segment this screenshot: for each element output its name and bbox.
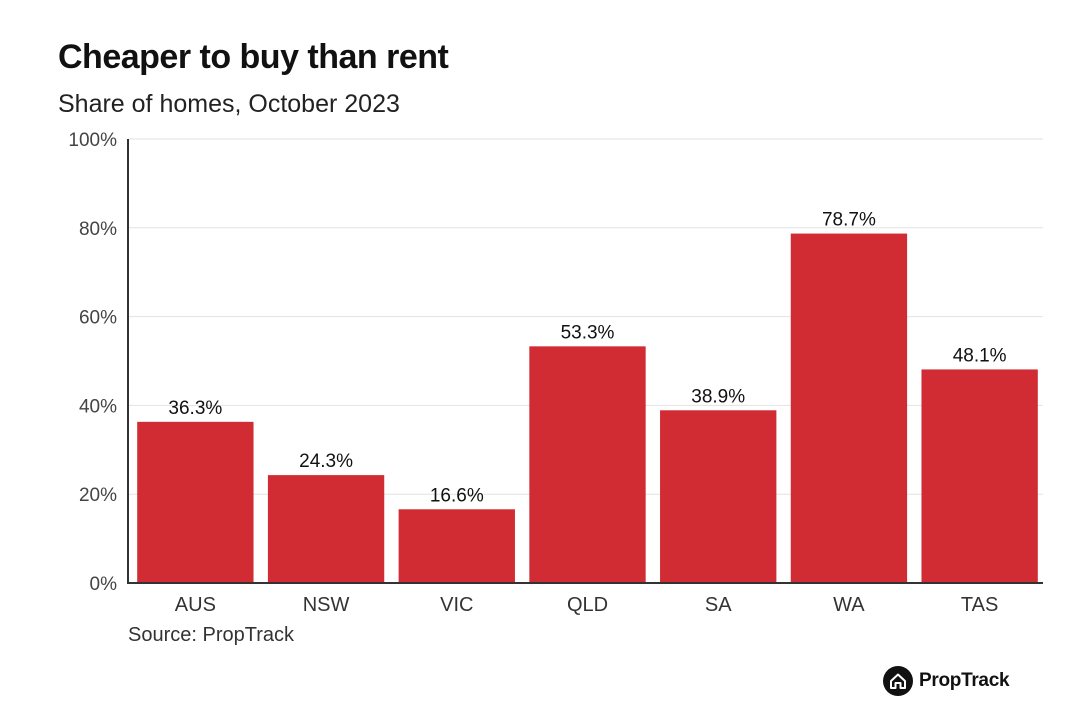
- data-label-vic: 16.6%: [430, 485, 484, 506]
- bar-wa: [790, 233, 908, 583]
- data-label-sa: 38.9%: [691, 386, 745, 407]
- bar-nsw: [267, 475, 385, 583]
- source-note: Source: PropTrack: [128, 624, 294, 646]
- x-tick-label-sa: SA: [705, 594, 732, 616]
- data-labels: 36.3% 24.3% 16.6% 53.3% 38.9% 78.7% 48.1%: [168, 210, 1006, 507]
- x-tick-label-vic: VIC: [440, 594, 473, 616]
- x-tick-label-tas: TAS: [961, 594, 998, 616]
- x-tick-label-qld: QLD: [567, 594, 608, 616]
- y-tick-label: 0%: [90, 574, 118, 595]
- bar-qld: [529, 346, 646, 583]
- data-label-wa: 78.7%: [822, 210, 876, 231]
- data-label-tas: 48.1%: [953, 345, 1007, 366]
- brand-logo: PropTrack: [883, 666, 1010, 696]
- y-tick-label: 20%: [79, 485, 117, 506]
- data-label-qld: 53.3%: [561, 322, 615, 343]
- data-label-nsw: 24.3%: [299, 451, 353, 472]
- bars: [137, 233, 1038, 583]
- y-tick-label: 60%: [79, 308, 117, 329]
- y-tick-label: 40%: [79, 396, 117, 417]
- bar-tas: [921, 369, 1038, 583]
- x-axis-ticks: AUS NSW VIC QLD SA WA TAS: [175, 594, 999, 616]
- chart-subtitle: Share of homes, October 2023: [58, 90, 400, 118]
- house-icon: [883, 666, 913, 696]
- x-tick-label-wa: WA: [833, 594, 865, 616]
- data-label-aus: 36.3%: [168, 398, 222, 419]
- x-tick-label-aus: AUS: [175, 594, 216, 616]
- brand-name: PropTrack: [919, 670, 1010, 691]
- y-tick-label: 80%: [79, 219, 117, 240]
- bar-aus: [137, 421, 254, 583]
- bar-vic: [398, 509, 515, 583]
- bar-sa: [660, 410, 777, 583]
- y-axis-ticks: 0% 20% 40% 60% 80% 100%: [68, 130, 117, 595]
- x-tick-label-nsw: NSW: [303, 594, 350, 616]
- chart-title: Cheaper to buy than rent: [58, 38, 449, 76]
- y-tick-label: 100%: [68, 130, 117, 151]
